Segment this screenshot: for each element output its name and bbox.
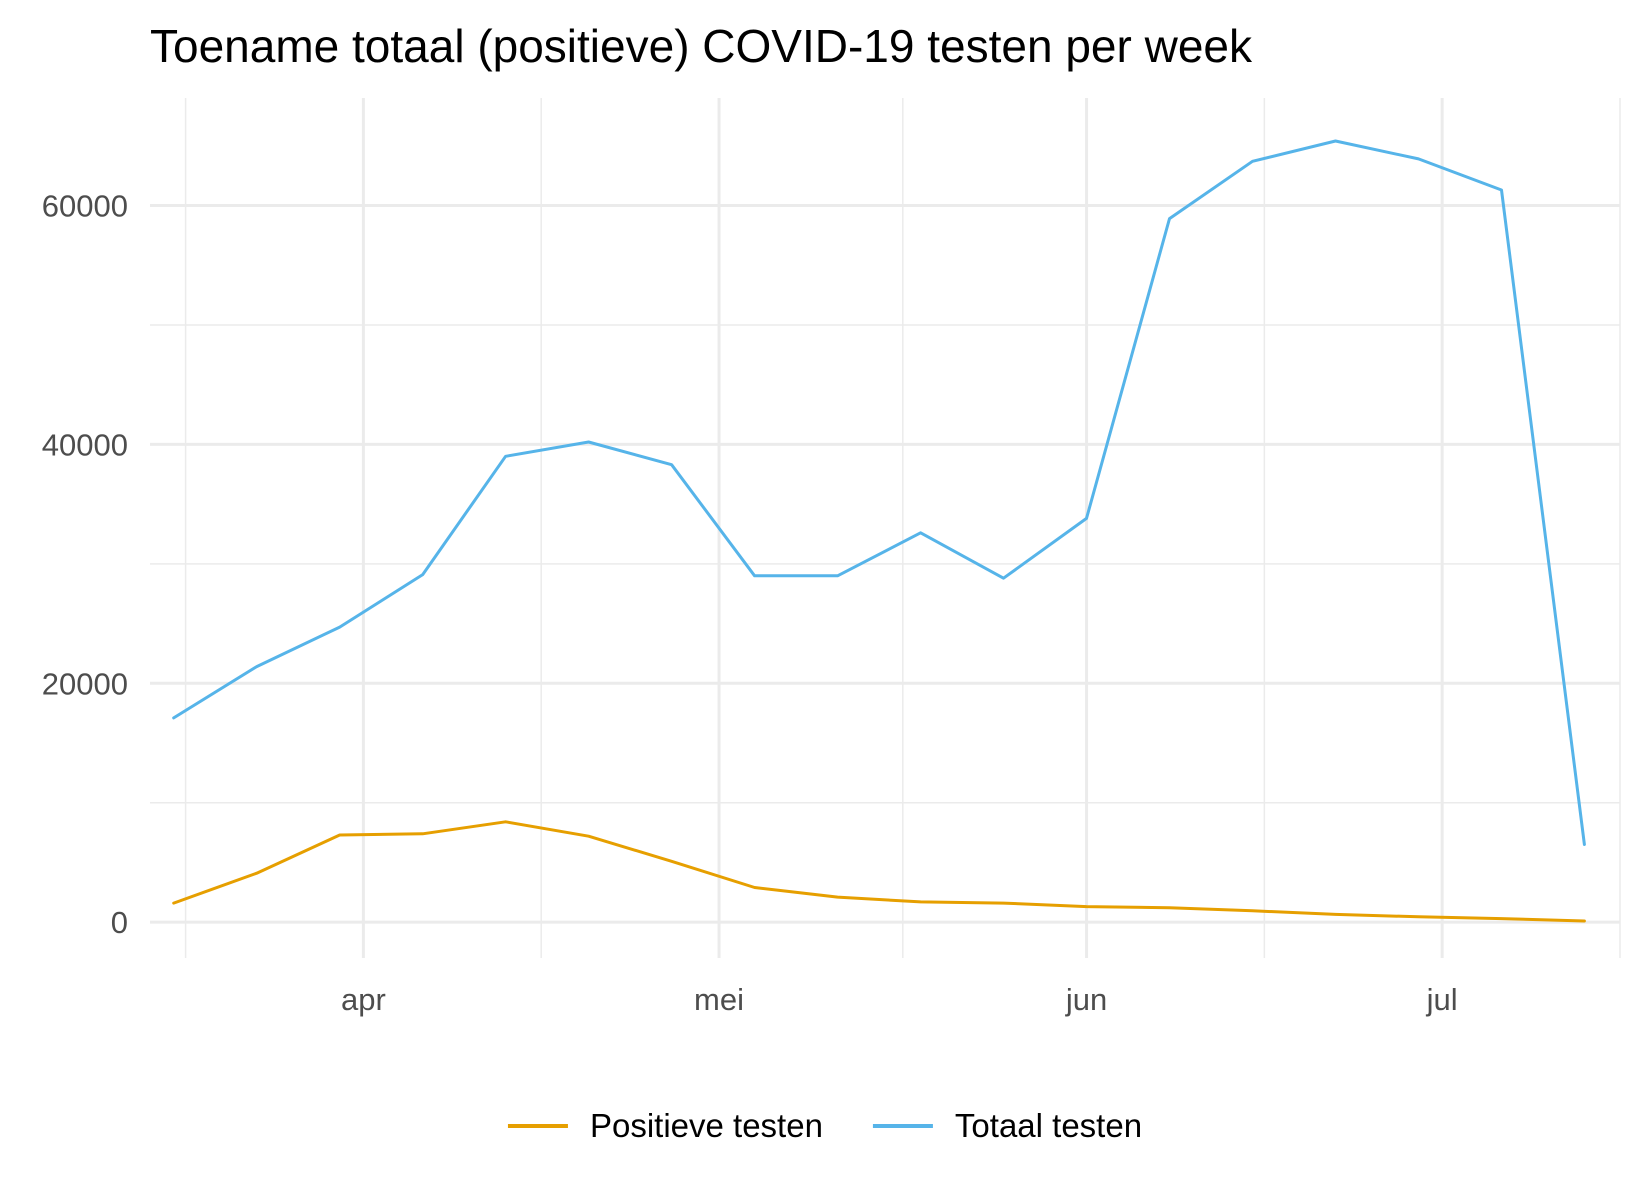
y-tick-label: 40000 bbox=[42, 427, 128, 462]
legend-label-totaal-testen: Totaal testen bbox=[955, 1107, 1142, 1144]
series-layer bbox=[172, 139, 1586, 923]
legend: Positieve testen Totaal testen bbox=[507, 1107, 1142, 1144]
x-tick-label: jul bbox=[1426, 982, 1458, 1017]
grid bbox=[150, 98, 1621, 958]
chart-title: Toename totaal (positieve) COVID-19 test… bbox=[150, 20, 1253, 72]
x-tick-label: apr bbox=[341, 982, 386, 1017]
axis-labels: 0 20000 40000 60000 apr mei jun jul bbox=[42, 189, 1458, 1018]
x-tick-label: mei bbox=[694, 982, 744, 1017]
y-tick-label: 20000 bbox=[42, 666, 128, 701]
series-line-positieve-testen bbox=[172, 820, 1586, 923]
y-tick-label: 60000 bbox=[42, 189, 128, 224]
y-tick-label: 0 bbox=[111, 905, 128, 940]
legend-label-positieve-testen: Positieve testen bbox=[590, 1107, 823, 1144]
series-line-totaal-testen bbox=[172, 139, 1586, 846]
x-tick-label: jun bbox=[1065, 982, 1107, 1017]
